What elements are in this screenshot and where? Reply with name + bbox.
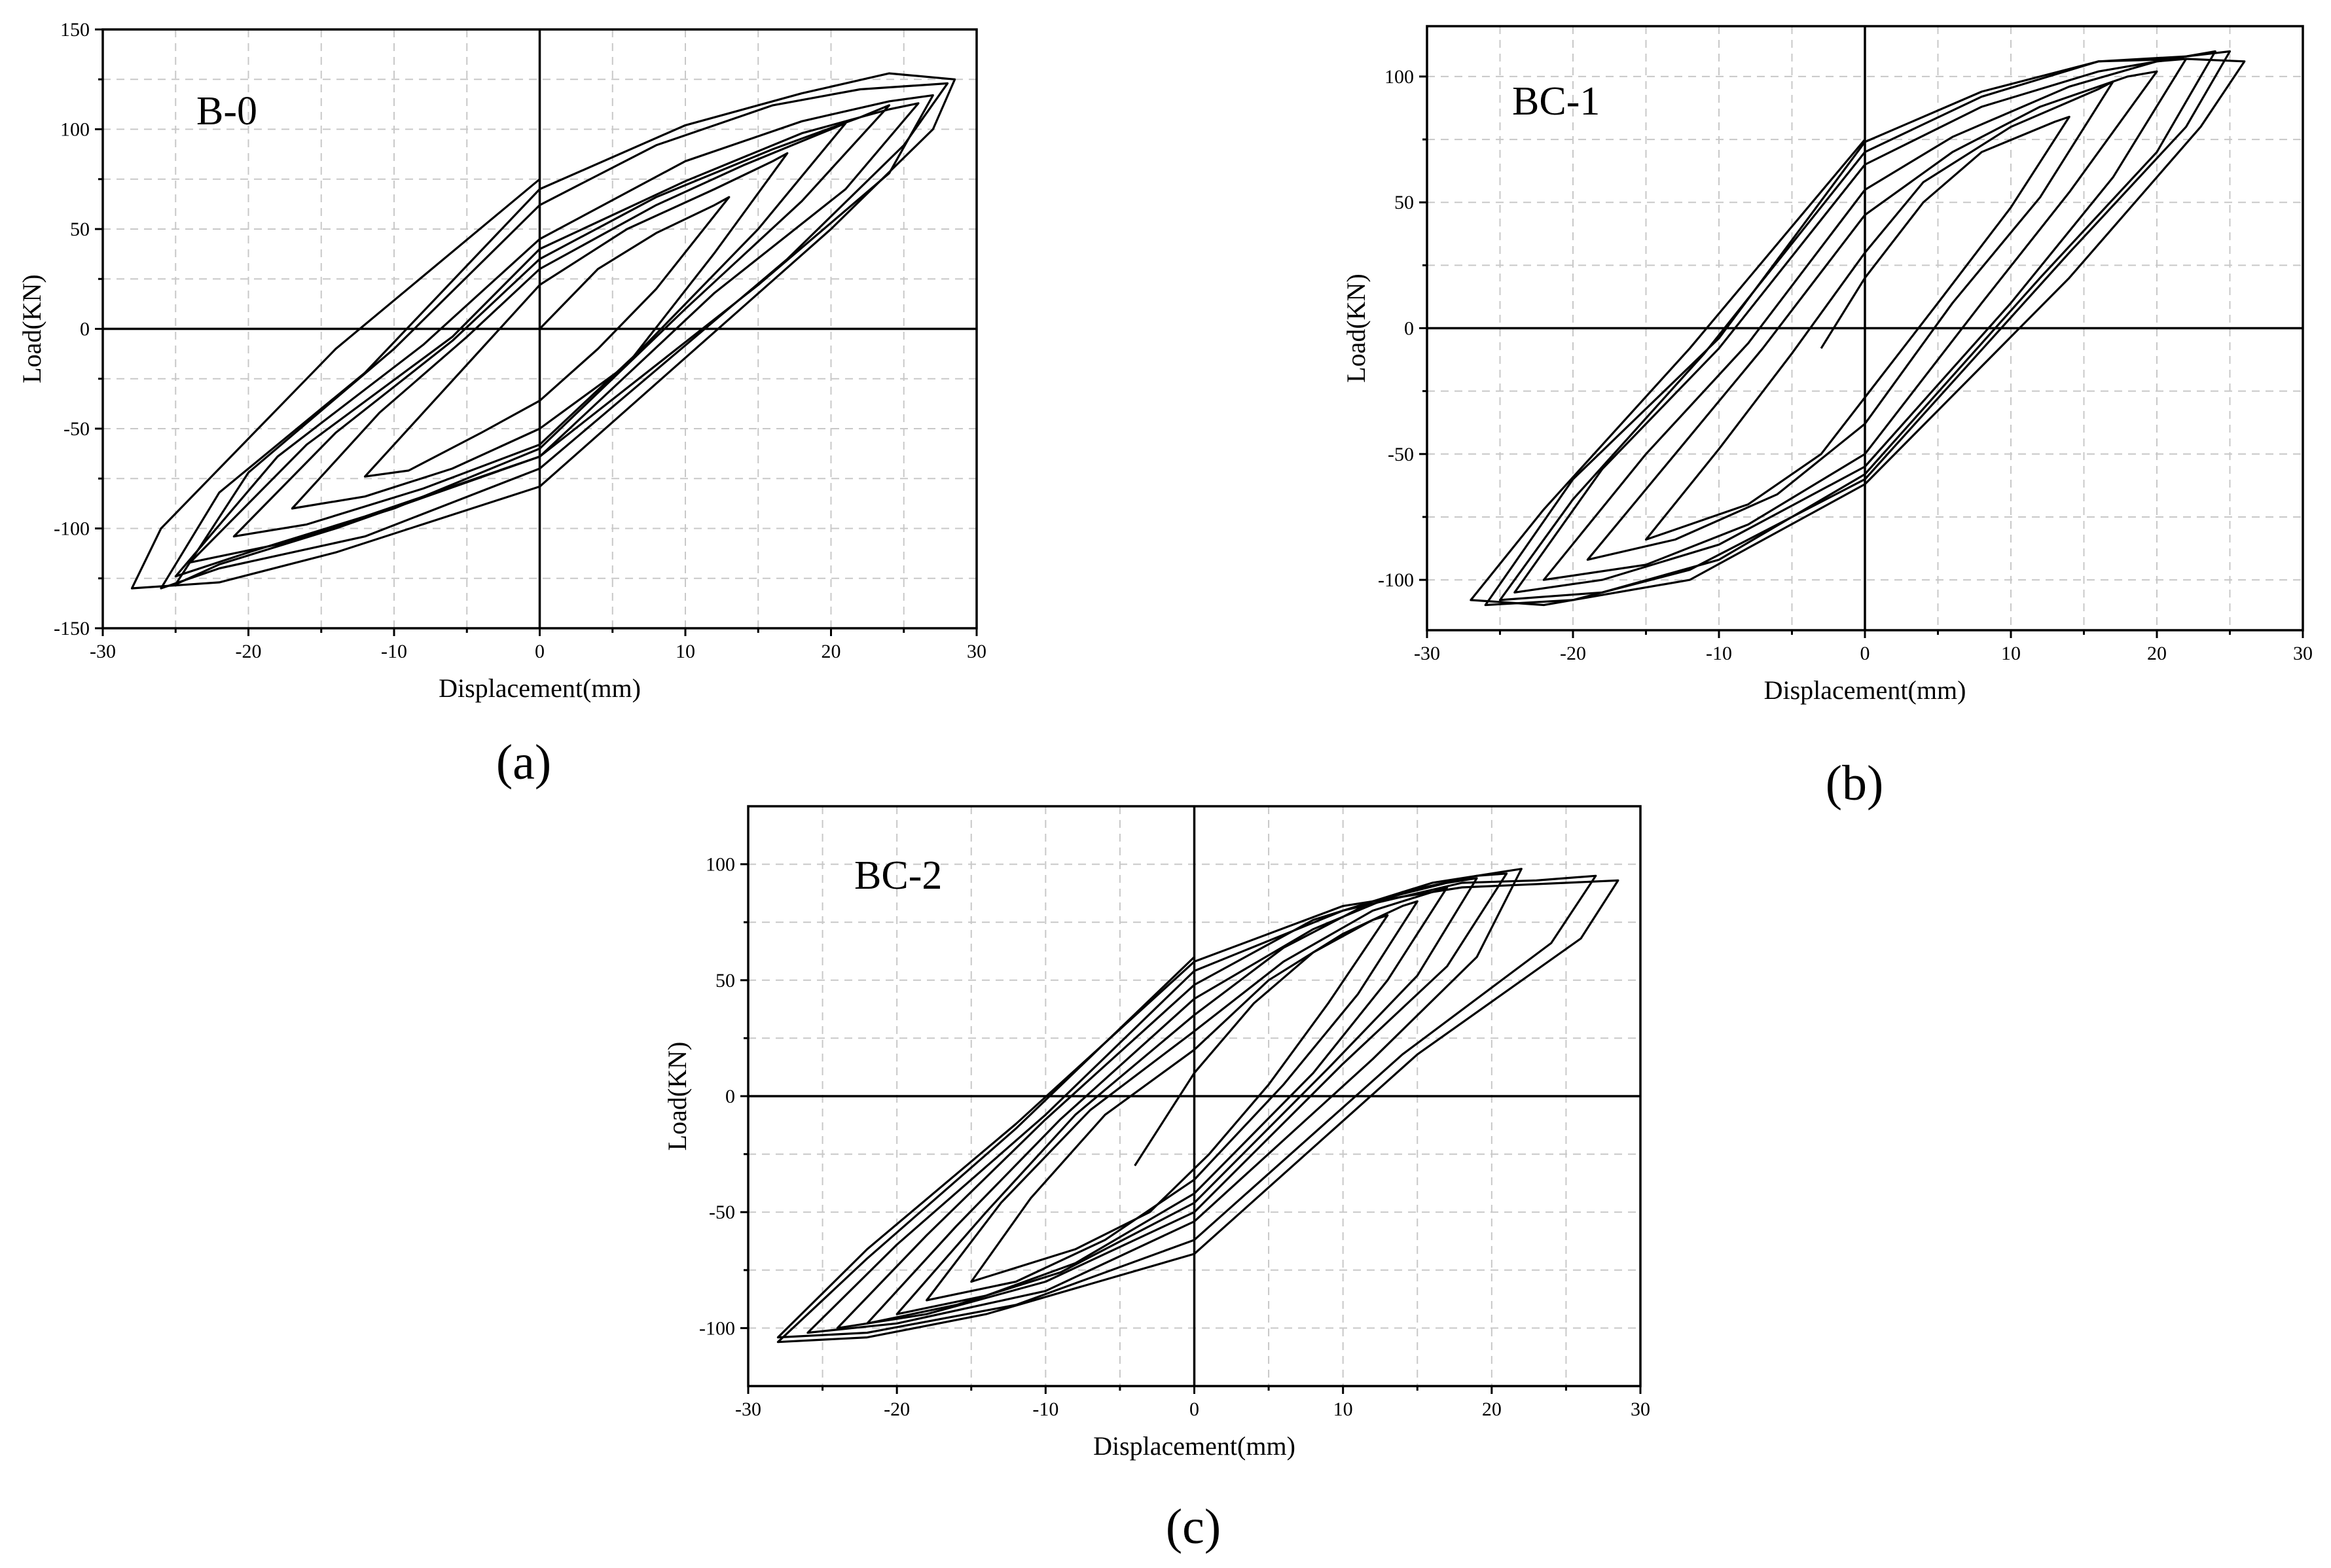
x-tick-label: 0 xyxy=(1860,643,1870,664)
x-tick-label: 30 xyxy=(1631,1399,1650,1420)
y-tick-label: 50 xyxy=(715,970,735,991)
hysteresis-loop-3 xyxy=(895,886,1449,1315)
y-tick-label: -100 xyxy=(1378,569,1414,591)
x-tick-label: 10 xyxy=(1333,1399,1353,1420)
hysteresis-loop-7 xyxy=(160,82,949,590)
y-tick-label: -50 xyxy=(1388,444,1414,465)
y-tick-label: -150 xyxy=(54,618,90,639)
x-tick-label: -20 xyxy=(236,641,262,662)
x-axis-label: Displacement(mm) xyxy=(1093,1431,1295,1461)
x-tick-label: -20 xyxy=(884,1399,910,1420)
chart-2: -30 -20 -10 0 10 20 30-100-50050100Displacemen… xyxy=(1341,25,2313,811)
x-axis-label: Displacement(mm) xyxy=(439,673,641,703)
hysteresis-loop-1 xyxy=(1644,115,2070,541)
hysteresis-loop-4 xyxy=(189,104,891,564)
y-tick-label: 0 xyxy=(1404,318,1414,340)
y-axis-label: Load(KN) xyxy=(662,1042,692,1151)
x-tick-label: 20 xyxy=(1482,1399,1502,1420)
y-tick-label: -50 xyxy=(63,418,90,440)
chart-3: -30 -20 -10 0 10 20 30-100-50050100Displacemen… xyxy=(662,805,1650,1554)
y-tick-label: 100 xyxy=(1384,66,1414,88)
hysteresis-loop-1 xyxy=(970,914,1389,1283)
hysteresis-loop-7 xyxy=(776,874,1597,1339)
hysteresis-loop-7 xyxy=(1470,58,2246,607)
chart-1: -30 -20 -10 0 10 20 30-150-100-50050100150Disp… xyxy=(17,19,986,790)
hysteresis-loop-8 xyxy=(776,879,1619,1344)
y-tick-label: 100 xyxy=(60,119,90,141)
hysteresis-loop-3 xyxy=(232,122,847,538)
x-tick-label: 10 xyxy=(2001,643,2021,664)
x-tick-label: -10 xyxy=(381,641,407,662)
panel-label: (b) xyxy=(1826,756,1884,811)
hysteresis-loop-6 xyxy=(174,94,934,586)
x-tick-label: 30 xyxy=(967,641,986,662)
hysteresis-loop-8 xyxy=(130,72,956,590)
y-tick-label: 100 xyxy=(706,854,735,876)
y-tick-label: -100 xyxy=(54,518,90,540)
x-axis-label: Displacement(mm) xyxy=(1764,675,1966,705)
x-tick-label: -20 xyxy=(1560,643,1586,664)
y-tick-label: -50 xyxy=(709,1202,735,1223)
specimen-label: B-0 xyxy=(196,89,257,134)
hysteresis-loop-3 xyxy=(1542,70,2158,581)
hysteresis-loop-5 xyxy=(1498,50,2216,601)
y-tick-label: 50 xyxy=(1394,192,1414,213)
x-tick-label: 30 xyxy=(2293,643,2313,664)
hysteresis-loop-5 xyxy=(836,872,1508,1330)
hysteresis-loop-2 xyxy=(1586,80,2114,561)
hysteresis-loop-4 xyxy=(1513,58,2188,594)
y-tick-label: 150 xyxy=(60,19,90,41)
x-tick-label: 10 xyxy=(676,641,695,662)
x-tick-label: 0 xyxy=(1189,1399,1199,1420)
x-tick-label: 20 xyxy=(2147,643,2167,664)
x-tick-label: 0 xyxy=(535,641,545,662)
x-tick-label: -10 xyxy=(1706,643,1732,664)
x-tick-label: 20 xyxy=(822,641,841,662)
y-axis-label: Load(KN) xyxy=(1341,274,1371,383)
y-tick-label: 0 xyxy=(725,1086,735,1107)
x-tick-label: -10 xyxy=(1032,1399,1058,1420)
y-tick-label: 50 xyxy=(70,219,90,240)
x-tick-label: -30 xyxy=(735,1399,761,1420)
hysteresis-loop-1 xyxy=(363,196,731,478)
hysteresis-loop-4 xyxy=(866,877,1478,1325)
y-tick-label: 0 xyxy=(80,319,90,340)
hysteresis-loop-5 xyxy=(174,102,920,578)
specimen-label: BC-2 xyxy=(854,853,942,898)
y-tick-label: -100 xyxy=(699,1317,735,1339)
panel-label: (c) xyxy=(1166,1499,1221,1554)
specimen-label: BC-1 xyxy=(1512,79,1600,124)
y-axis-label: Load(KN) xyxy=(17,274,46,383)
x-tick-label: -30 xyxy=(1414,643,1440,664)
panel-label: (a) xyxy=(496,735,551,790)
hysteresis-loop-6 xyxy=(806,868,1523,1334)
x-tick-label: -30 xyxy=(90,641,116,662)
hysteresis-loop-2 xyxy=(291,152,789,510)
hysteresis-loop-2 xyxy=(925,900,1418,1302)
